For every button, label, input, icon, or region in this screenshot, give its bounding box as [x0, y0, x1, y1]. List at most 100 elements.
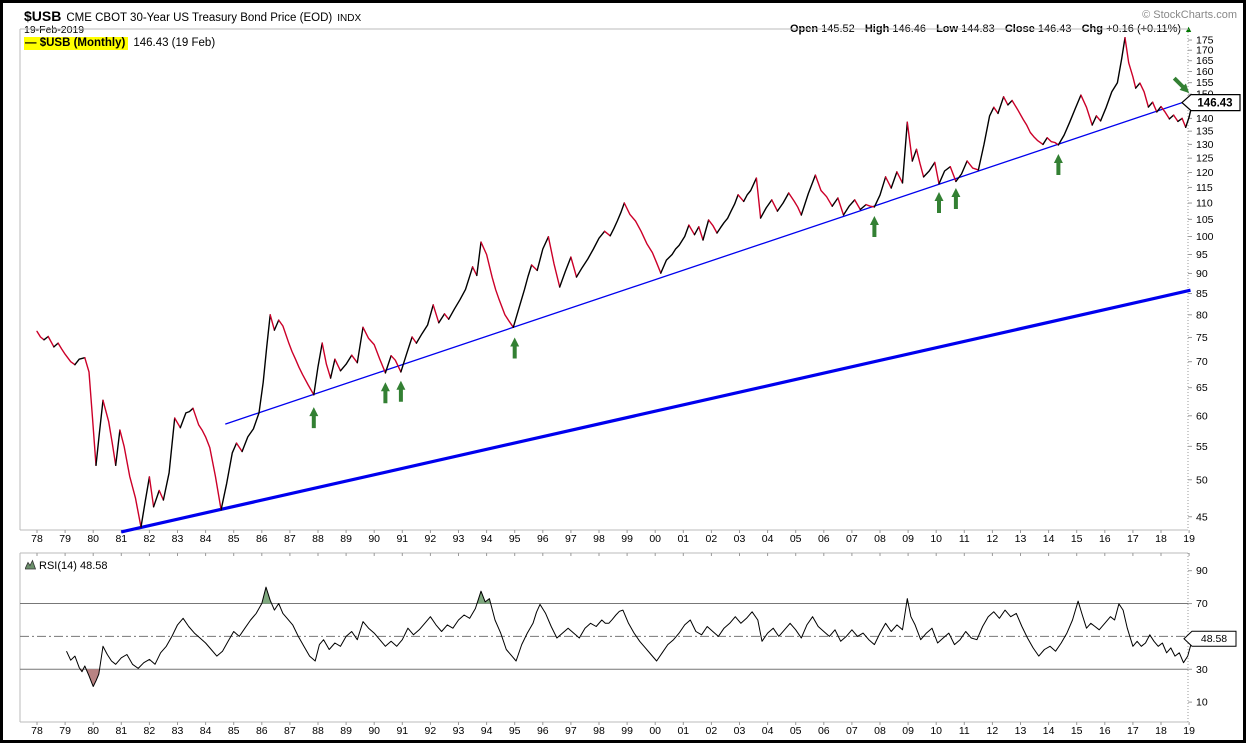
svg-text:48.58: 48.58 [1201, 633, 1227, 645]
chart-date: 19-Feb-2019 [24, 24, 85, 36]
svg-text:17: 17 [1127, 725, 1139, 737]
svg-text:85: 85 [1196, 288, 1208, 300]
svg-text:16: 16 [1099, 533, 1111, 545]
svg-text:14: 14 [1043, 725, 1055, 737]
svg-text:93: 93 [453, 533, 465, 545]
rsi-header: RSI(14) 48.58 [24, 559, 108, 573]
svg-text:03: 03 [734, 533, 746, 545]
svg-text:95: 95 [1196, 249, 1208, 261]
svg-text:11: 11 [959, 725, 970, 737]
svg-text:120: 120 [1196, 167, 1214, 179]
svg-text:08: 08 [874, 725, 886, 737]
svg-text:06: 06 [818, 725, 830, 737]
svg-text:70: 70 [1196, 598, 1208, 610]
svg-text:96: 96 [537, 725, 549, 737]
svg-text:90: 90 [368, 725, 380, 737]
svg-text:80: 80 [1196, 309, 1208, 321]
line-swatch-icon: — [25, 37, 37, 49]
svg-text:98: 98 [593, 533, 605, 545]
svg-text:92: 92 [425, 725, 437, 737]
svg-text:01: 01 [677, 725, 689, 737]
svg-text:70: 70 [1196, 356, 1208, 368]
svg-text:11: 11 [959, 533, 970, 545]
price-chart-svg: 78 78 79 79 80 80 81 81 82 82 83 83 84 84 85 85 86 86 87 87… [19, 28, 1241, 737]
svg-text:92: 92 [425, 533, 437, 545]
svg-text:82: 82 [144, 533, 156, 545]
svg-text:06: 06 [818, 533, 830, 545]
svg-text:146.43: 146.43 [1197, 98, 1232, 110]
svg-text:97: 97 [565, 533, 577, 545]
svg-text:93: 93 [453, 725, 465, 737]
svg-text:04: 04 [762, 725, 774, 737]
svg-text:16: 16 [1099, 725, 1111, 737]
svg-text:18: 18 [1155, 725, 1167, 737]
svg-text:83: 83 [172, 533, 184, 545]
svg-text:85: 85 [228, 725, 240, 737]
svg-text:02: 02 [706, 725, 718, 737]
svg-text:80: 80 [87, 533, 99, 545]
svg-text:135: 135 [1196, 126, 1214, 138]
svg-text:84: 84 [200, 725, 212, 737]
svg-text:01: 01 [677, 533, 689, 545]
svg-text:94: 94 [481, 533, 493, 545]
svg-text:80: 80 [87, 725, 99, 737]
svg-text:99: 99 [621, 533, 633, 545]
svg-text:97: 97 [565, 725, 577, 737]
svg-text:83: 83 [172, 725, 184, 737]
svg-text:14: 14 [1043, 533, 1055, 545]
svg-text:19: 19 [1183, 725, 1195, 737]
svg-text:03: 03 [734, 725, 746, 737]
svg-text:91: 91 [396, 725, 408, 737]
legend-series-label: $USB (Monthly) [39, 37, 126, 49]
svg-text:81: 81 [115, 725, 127, 737]
svg-text:110: 110 [1196, 198, 1213, 210]
svg-text:15: 15 [1071, 725, 1083, 737]
svg-text:90: 90 [1196, 565, 1208, 577]
svg-text:175: 175 [1196, 35, 1214, 47]
svg-text:75: 75 [1196, 332, 1208, 344]
svg-text:87: 87 [284, 533, 296, 545]
svg-text:02: 02 [706, 533, 718, 545]
svg-text:86: 86 [256, 725, 268, 737]
svg-text:78: 78 [31, 725, 43, 737]
chart-header: $USB CME CBOT 30-Year US Treasury Bond Pr… [24, 8, 361, 26]
svg-text:09: 09 [902, 725, 914, 737]
svg-text:13: 13 [1015, 533, 1027, 545]
svg-text:04: 04 [762, 533, 774, 545]
svg-text:95: 95 [509, 533, 521, 545]
svg-text:130: 130 [1196, 139, 1214, 151]
svg-text:13: 13 [1015, 725, 1027, 737]
rsi-area-icon [24, 559, 37, 573]
legend-highlight: — $USB (Monthly) [24, 37, 129, 50]
svg-text:82: 82 [144, 725, 156, 737]
series-legend: — $USB (Monthly) 146.43 (19 Feb) [24, 37, 215, 50]
svg-text:05: 05 [790, 533, 802, 545]
svg-text:88: 88 [312, 533, 324, 545]
svg-text:89: 89 [340, 725, 352, 737]
svg-text:100: 100 [1196, 231, 1214, 243]
svg-text:170: 170 [1196, 45, 1214, 57]
svg-text:86: 86 [256, 533, 268, 545]
svg-text:15: 15 [1071, 533, 1083, 545]
svg-text:94: 94 [481, 725, 493, 737]
svg-text:00: 00 [649, 533, 661, 545]
svg-text:160: 160 [1196, 66, 1214, 78]
svg-text:07: 07 [846, 533, 858, 545]
svg-text:95: 95 [509, 725, 521, 737]
symbol-label: $USB [24, 8, 62, 24]
svg-text:17: 17 [1127, 533, 1139, 545]
svg-text:18: 18 [1155, 533, 1167, 545]
svg-text:07: 07 [846, 725, 858, 737]
svg-text:87: 87 [284, 725, 296, 737]
svg-text:165: 165 [1196, 55, 1214, 67]
svg-text:00: 00 [649, 725, 661, 737]
svg-text:90: 90 [1196, 268, 1208, 280]
svg-text:65: 65 [1196, 382, 1208, 394]
svg-text:19: 19 [1183, 533, 1195, 545]
svg-text:115: 115 [1196, 182, 1213, 194]
svg-text:09: 09 [902, 533, 914, 545]
change-up-icon: ▲ [1184, 24, 1193, 34]
svg-text:85: 85 [228, 533, 240, 545]
svg-text:99: 99 [621, 725, 633, 737]
